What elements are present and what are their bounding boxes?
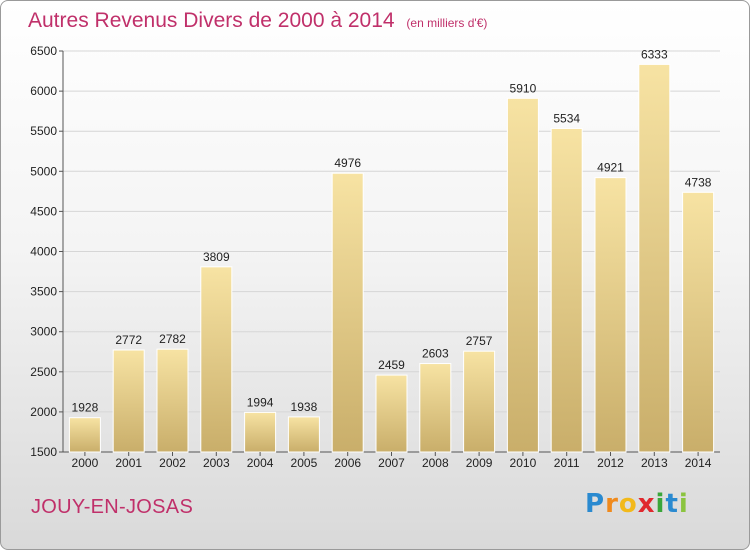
x-tick-label: 2014 [685, 456, 712, 470]
x-tick-label: 2011 [554, 456, 580, 470]
x-tick-label: 2004 [247, 456, 274, 470]
y-tick-label: 5500 [30, 124, 57, 138]
chart-title: Autres Revenus Divers de 2000 à 2014 (en… [28, 9, 487, 33]
data-label: 2772 [115, 333, 142, 347]
x-tick-label: 2001 [115, 456, 142, 470]
logo-letter: P [585, 489, 606, 519]
data-label: 1938 [291, 400, 318, 414]
x-tick-label: 2010 [510, 456, 537, 470]
data-label: 2757 [466, 334, 493, 348]
bar [331, 172, 364, 453]
data-label: 3809 [203, 250, 230, 264]
bar [68, 417, 101, 453]
x-tick-label: 2007 [378, 456, 405, 470]
x-tick-label: 2012 [597, 456, 624, 470]
y-tick-label: 6500 [30, 44, 57, 58]
logo-letter: o [618, 489, 638, 519]
data-label: 4738 [685, 175, 712, 189]
city-name: JOUY-EN-JOSAS [31, 496, 194, 518]
x-tick-label: 2009 [466, 456, 493, 470]
bar [682, 191, 715, 453]
y-tick-label: 1500 [30, 445, 57, 459]
y-tick-label: 2000 [30, 405, 57, 419]
x-tick-label: 2000 [72, 456, 99, 470]
bar [506, 97, 539, 453]
data-label: 2782 [159, 332, 186, 346]
title-unit: (en milliers d'€) [406, 16, 488, 30]
bar [200, 266, 233, 453]
x-tick-label: 2003 [203, 456, 230, 470]
x-tick-label: 2002 [159, 456, 186, 470]
logo-letter: x [637, 489, 656, 519]
bar [463, 350, 496, 453]
proxiti-logo[interactable]: Proxiti [585, 489, 689, 519]
bar [244, 411, 277, 453]
logo-letter: i [678, 489, 689, 519]
y-tick-label: 3500 [30, 285, 57, 299]
bar [594, 177, 627, 453]
x-tick-label: 2005 [291, 456, 318, 470]
data-label: 1928 [72, 401, 99, 415]
data-label: 2603 [422, 347, 449, 361]
data-label: 2459 [378, 358, 405, 372]
data-label: 1994 [247, 395, 274, 409]
bar [112, 349, 145, 453]
bar [156, 348, 189, 453]
logo-letter: r [605, 489, 619, 519]
data-label: 6333 [641, 47, 668, 61]
data-label: 5910 [510, 81, 537, 95]
data-label: 4976 [334, 156, 361, 170]
y-tick-label: 3000 [30, 325, 57, 339]
x-tick-label: 2008 [422, 456, 449, 470]
bar [638, 63, 671, 453]
bar [550, 127, 583, 453]
y-tick-label: 6000 [30, 84, 57, 98]
data-label: 5534 [553, 111, 580, 125]
bar [287, 416, 320, 453]
bar [419, 363, 452, 453]
y-tick-label: 2500 [30, 365, 57, 379]
y-tick-label: 5000 [30, 164, 57, 178]
x-tick-label: 2006 [334, 456, 361, 470]
data-label: 4921 [597, 161, 624, 175]
bar [375, 374, 408, 453]
x-tick-label: 2013 [641, 456, 668, 470]
y-tick-label: 4000 [30, 245, 57, 259]
logo-letter: t [665, 489, 679, 519]
logo-letter: i [655, 489, 666, 519]
y-tick-label: 4500 [30, 204, 57, 218]
title-text: Autres Revenus Divers de 2000 à 2014 [28, 9, 395, 32]
